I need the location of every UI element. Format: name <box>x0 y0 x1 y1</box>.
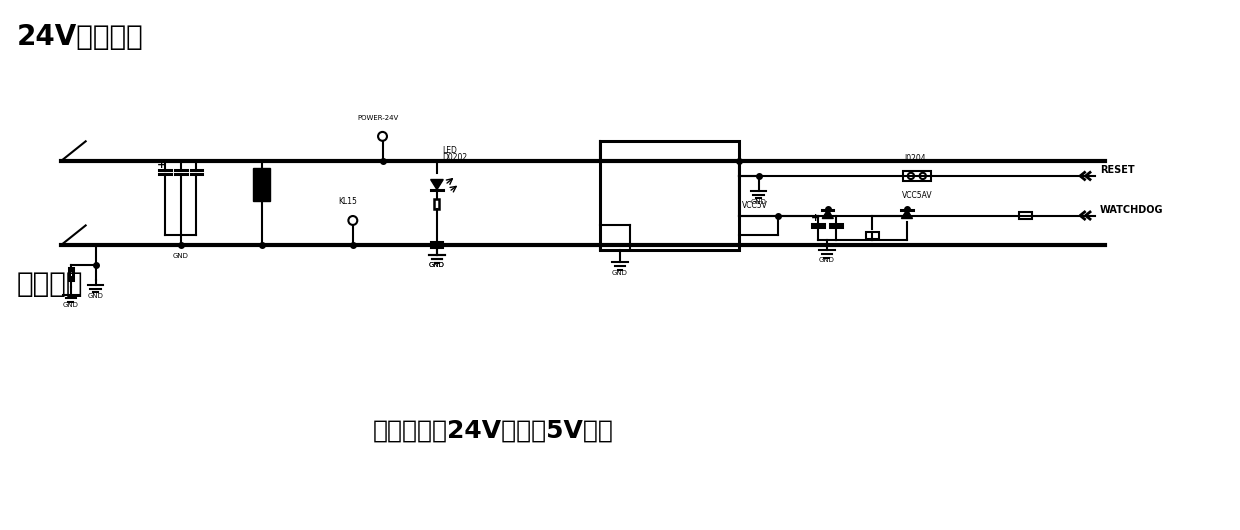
Polygon shape <box>430 180 443 190</box>
Text: POWER-24V: POWER-24V <box>358 114 399 120</box>
Text: KL15: KL15 <box>339 197 357 206</box>
Text: GND: GND <box>429 262 445 268</box>
Text: +: + <box>811 214 820 224</box>
Text: LED: LED <box>441 146 456 155</box>
Text: RESET: RESET <box>1100 165 1135 175</box>
Text: WATCHDOG: WATCHDOG <box>1100 205 1163 215</box>
Text: D0202: D0202 <box>441 153 467 162</box>
Polygon shape <box>822 209 833 218</box>
Text: 24V电源输入: 24V电源输入 <box>16 23 143 50</box>
Text: VCC5V: VCC5V <box>742 201 768 209</box>
Text: GND: GND <box>750 199 766 205</box>
Polygon shape <box>901 209 913 218</box>
Bar <box>434 199 439 209</box>
Bar <box>430 242 444 249</box>
Text: GND: GND <box>429 262 445 268</box>
Bar <box>866 232 879 238</box>
Text: +: + <box>157 160 166 170</box>
Bar <box>903 171 931 181</box>
Bar <box>600 142 739 250</box>
Text: VCC5AV: VCC5AV <box>901 191 932 200</box>
Text: GND: GND <box>172 253 188 259</box>
Polygon shape <box>253 168 270 201</box>
Text: GND: GND <box>88 293 103 298</box>
Text: 点火开关: 点火开关 <box>16 270 83 298</box>
Bar <box>1019 213 1032 219</box>
Text: 电源管理，24V电源转5V输出: 电源管理，24V电源转5V输出 <box>373 418 614 443</box>
Text: J0204: J0204 <box>904 154 925 163</box>
Text: GND: GND <box>818 257 835 263</box>
Text: GND: GND <box>613 270 627 276</box>
Text: GND: GND <box>63 302 79 307</box>
